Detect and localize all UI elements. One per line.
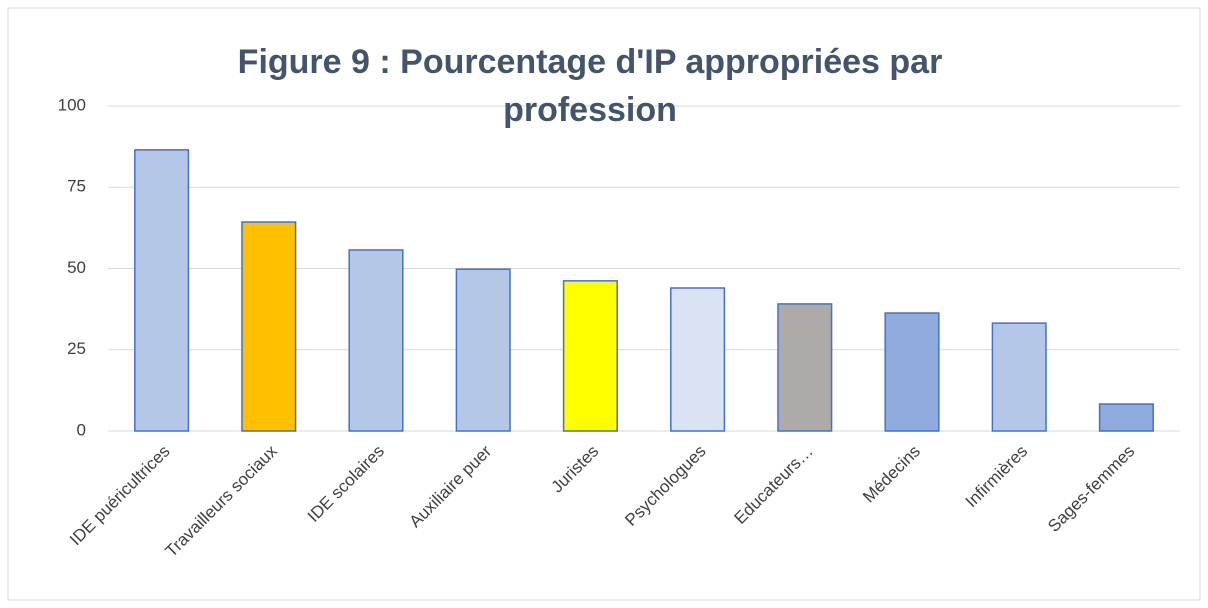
bar — [348, 249, 404, 432]
y-tick-label: 25 — [67, 339, 86, 358]
bar — [670, 287, 726, 432]
bar — [134, 149, 190, 432]
bar — [455, 268, 511, 432]
chart-title: Figure 9 : Pourcentage d'IP appropriées … — [237, 43, 943, 129]
bar — [241, 221, 297, 432]
y-tick-label: 100 — [58, 95, 86, 114]
y-tick-label: 75 — [67, 177, 86, 196]
bar — [777, 303, 833, 432]
bar — [1098, 403, 1154, 432]
bar — [562, 280, 618, 432]
bar — [884, 312, 940, 432]
y-tick-label: 50 — [67, 258, 86, 277]
bar — [991, 322, 1047, 432]
y-tick-label: 0 — [77, 420, 86, 439]
